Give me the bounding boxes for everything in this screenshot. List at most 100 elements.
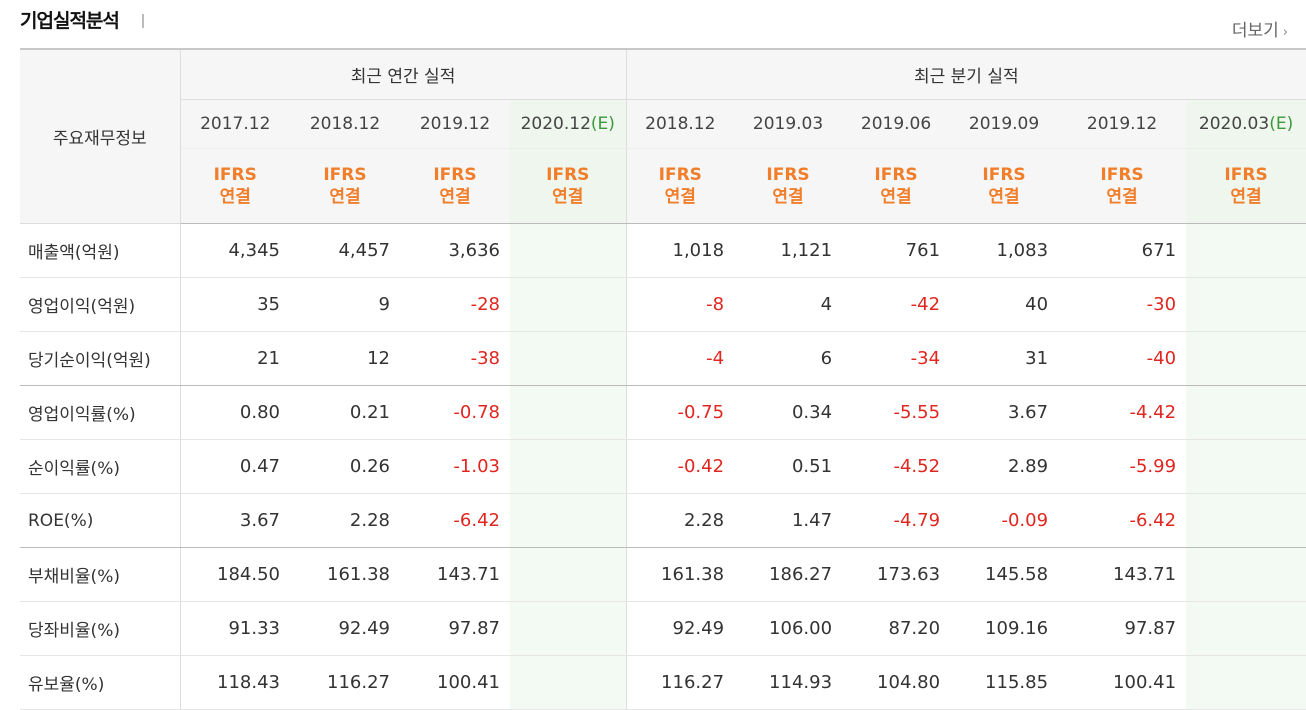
period-label: 2019.03 <box>752 114 824 134</box>
value-cell: 115.85 <box>950 655 1059 710</box>
value-cell <box>1186 331 1306 386</box>
estimate-marker: (E) <box>1269 114 1294 134</box>
value-cell: 184.50 <box>180 547 290 602</box>
value-cell: 109.16 <box>950 601 1059 656</box>
annual-group-header: 최근 연간 실적 <box>180 48 627 100</box>
row-label: 당좌비율(%) <box>20 601 181 656</box>
value-cell: 100.41 <box>1058 655 1187 710</box>
value-cell <box>1186 547 1306 602</box>
period-label: 2020.12 <box>520 114 591 134</box>
consolidated-label: 연결 <box>219 187 251 207</box>
value-cell: 4 <box>734 277 843 332</box>
value-cell: -0.42 <box>626 439 735 494</box>
ifrs-label: IFRS <box>766 165 810 185</box>
value-cell: 6 <box>734 331 843 386</box>
consolidated-label: 연결 <box>439 187 471 207</box>
value-cell: 4,345 <box>180 223 290 278</box>
value-cell: 3.67 <box>180 493 290 548</box>
period-header: 2020.12(E) <box>510 99 627 149</box>
table-row: 영업이익률(%) 0.80 0.21 -0.78 -0.75 0.34 -5.55 3.67-… <box>20 385 1306 440</box>
value-cell: -34 <box>842 331 951 386</box>
period-label: 2017.12 <box>200 114 271 134</box>
value-cell: 161.38 <box>290 547 400 602</box>
ifrs-label: IFRS <box>433 165 477 185</box>
value-cell: 143.71 <box>400 547 510 602</box>
period-label: 2020.03 <box>1198 114 1270 134</box>
value-cell: 118.43 <box>180 655 290 710</box>
period-header: 2018.12 <box>626 99 735 149</box>
value-cell: 761 <box>842 223 951 278</box>
value-cell <box>510 547 627 602</box>
value-cell: 97.87 <box>1058 601 1187 656</box>
period-header: 2017.12 <box>180 99 290 149</box>
period-header: 2019.09 <box>950 99 1059 149</box>
section-title: 기업실적분석 <box>20 10 120 32</box>
value-cell <box>510 655 627 710</box>
value-cell: 2.89 <box>950 439 1059 494</box>
consolidated-label: 연결 <box>988 187 1020 207</box>
row-label: 당기순이익(억원) <box>20 331 181 386</box>
value-cell: 91.33 <box>180 601 290 656</box>
value-cell: -0.75 <box>626 385 735 440</box>
value-cell <box>510 385 627 440</box>
row-label: 영업이익률(%) <box>20 385 181 440</box>
row-label: 매출액(억원) <box>20 223 181 278</box>
ifrs-label: IFRS <box>323 165 367 185</box>
ifrs-label: IFRS <box>1224 165 1268 185</box>
ifrs-header: IFRS 연결 <box>510 148 627 224</box>
corner-header: 주요재무정보 <box>20 48 181 224</box>
value-cell: 31 <box>950 331 1059 386</box>
table-row: 당좌비율(%) 91.33 92.49 97.87 92.49 106.00 87.20 10… <box>20 601 1306 656</box>
value-cell: 0.26 <box>290 439 400 494</box>
period-label: 2018.12 <box>309 114 381 134</box>
value-cell: -8 <box>626 277 735 332</box>
value-cell: 100.41 <box>400 655 510 710</box>
ifrs-label: IFRS <box>874 165 918 185</box>
value-cell: -28 <box>400 277 510 332</box>
value-cell: 186.27 <box>734 547 843 602</box>
value-cell <box>510 601 627 656</box>
value-cell: 1,083 <box>950 223 1059 278</box>
value-cell: 0.21 <box>290 385 400 440</box>
more-label: 더보기 <box>1231 21 1279 41</box>
value-cell <box>510 331 627 386</box>
value-cell: 143.71 <box>1058 547 1187 602</box>
value-cell: 1,121 <box>734 223 843 278</box>
ifrs-label: IFRS <box>213 165 257 185</box>
value-cell: 3.67 <box>950 385 1059 440</box>
value-cell <box>510 277 627 332</box>
value-cell: 4,457 <box>290 223 400 278</box>
value-cell <box>1186 655 1306 710</box>
more-link[interactable]: 더보기 › <box>1232 16 1288 41</box>
row-label: ROE(%) <box>20 493 181 548</box>
value-cell <box>1186 439 1306 494</box>
value-cell <box>510 439 627 494</box>
table-row: ROE(%) 3.67 2.28 -6.42 2.28 1.47 -4.79 -0.09 -6.… <box>20 493 1306 548</box>
period-header: 2019.12 <box>1058 99 1187 149</box>
period-label: 2019.12 <box>1086 114 1158 134</box>
consolidated-label: 연결 <box>880 187 912 207</box>
table-row: 매출액(억원) 4,345 4,457 3,636 1,018 1,121 761 1,083… <box>20 223 1306 278</box>
table-row: 당기순이익(억원) 21 12 -38 -4 6 -34 31 -40 <box>20 331 1306 386</box>
section-header: 기업실적분석 더보기 › <box>0 0 1306 48</box>
row-label: 순이익률(%) <box>20 439 181 494</box>
consolidated-label: 연결 <box>329 187 361 207</box>
period-header: 2020.03(E) <box>1186 99 1306 149</box>
chevron-right-icon: › <box>1282 25 1288 40</box>
value-cell: -5.55 <box>842 385 951 440</box>
table-row: 순이익률(%) 0.47 0.26 -1.03 -0.42 0.51 -4.52 2.89 -5… <box>20 439 1306 494</box>
value-cell: -6.42 <box>400 493 510 548</box>
table-row: 유보율(%) 118.43 116.27 100.41 116.27 114.93 104.… <box>20 655 1306 710</box>
period-header: 2019.03 <box>734 99 843 149</box>
table-row: 영업이익(억원) 35 9 -28 -8 4 -42 40 -30 <box>20 277 1306 332</box>
ifrs-label: IFRS <box>1100 165 1144 185</box>
value-cell: 1,018 <box>626 223 735 278</box>
period-label: 2019.12 <box>419 114 491 134</box>
value-cell: -6.42 <box>1058 493 1187 548</box>
value-cell: 0.51 <box>734 439 843 494</box>
value-cell: -4.42 <box>1058 385 1187 440</box>
ifrs-header: IFRS 연결 <box>290 148 400 224</box>
ifrs-header: IFRS 연결 <box>180 148 290 224</box>
value-cell <box>510 493 627 548</box>
period-label: 2019.09 <box>968 114 1040 134</box>
